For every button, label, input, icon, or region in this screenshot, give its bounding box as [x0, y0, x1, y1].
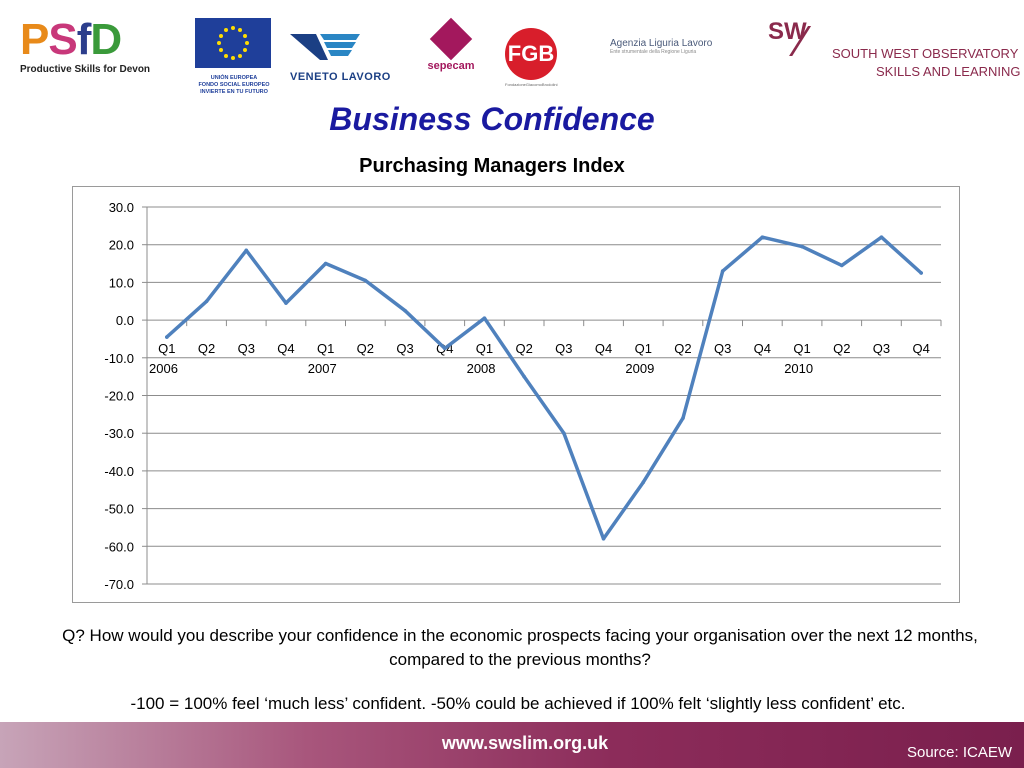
veneto-caption: VENETO LAVORO — [290, 71, 391, 83]
sepecam-diamond-icon — [429, 17, 473, 61]
eu-caption-line-1: UNIÓN EUROPEA — [210, 75, 258, 81]
y-tick-label: -10.0 — [104, 351, 134, 366]
y-tick-label: 0.0 — [116, 313, 134, 328]
data-point — [204, 299, 209, 304]
south-west-observatory-logo: SW ⁄ SOUTH WEST OBSERVATORY SKILLS AND L… — [768, 17, 1021, 84]
data-point — [601, 536, 606, 541]
liguria-lavoro-logo: Agenzia Liguria Lavoro Ente strumentale … — [610, 38, 760, 55]
psfd-letter-d: D — [90, 15, 122, 64]
chart-title: Purchasing Managers Index — [359, 155, 625, 177]
source-label: Source: ICAEW — [906, 744, 1012, 761]
x-tick-label: Q4 — [595, 341, 612, 356]
logo-bar: PSfD Productive Skills for Devon UNIÓN E… — [0, 0, 1024, 100]
x-tick-label: Q4 — [277, 341, 294, 356]
data-point — [879, 235, 884, 239]
x-tick-label: Q3 — [873, 341, 890, 356]
veneto-wave-icon — [290, 34, 360, 60]
psfd-letter-f: f — [76, 15, 92, 64]
swo-mark: SW — [768, 18, 807, 45]
x-year-label: 2009 — [625, 361, 654, 376]
data-point — [919, 271, 923, 275]
footer-bar: www.swslim.org.uk Source: ICAEW — [0, 722, 1024, 768]
fgb-caption: FondazioneGiacomoBrodolini — [505, 82, 558, 87]
x-tick-label: Q2 — [833, 341, 850, 356]
data-point — [403, 308, 407, 313]
x-tick-label: Q1 — [635, 341, 652, 356]
psfd-letter-s: S — [48, 15, 77, 64]
data-point — [244, 248, 249, 253]
x-year-label: 2006 — [149, 361, 178, 376]
x-tick-label: Q4 — [912, 341, 929, 356]
chart-frame: 30.0 20.0 10.0 0.0 -10.0 -20.0 -30.0 -40.0 -50.0… — [72, 186, 960, 603]
swo-line-2: SKILLS AND LEARNING — [876, 64, 1021, 79]
psfd-logo: PSfD Productive Skills for Devon — [20, 15, 180, 76]
slide-title: Business Confidence — [329, 101, 655, 137]
y-tick-label: -30.0 — [104, 426, 134, 441]
line-chart: 30.0 20.0 10.0 0.0 -10.0 -20.0 -30.0 -40.0 -50.0… — [104, 200, 942, 592]
data-point — [482, 316, 487, 321]
y-tick-label: -70.0 — [104, 577, 134, 592]
data-point — [800, 244, 804, 249]
data-point — [165, 335, 169, 339]
x-tick-label: Q3 — [396, 341, 413, 356]
x-year-label: 2010 — [784, 361, 813, 376]
eu-caption-line-2: FONDO SOCIAL EUROPEO — [198, 82, 270, 88]
x-tick-label: Q1 — [793, 341, 810, 356]
x-tick-label: Q4 — [754, 341, 771, 356]
y-tick-label: -60.0 — [104, 539, 134, 554]
y-tick-label: -40.0 — [104, 464, 134, 479]
sepecam-caption: sepecam — [427, 60, 475, 72]
x-tick-label: Q1 — [317, 341, 334, 356]
swo-slash-icon: ⁄ — [798, 17, 806, 66]
x-tick-label: Q1 — [476, 341, 493, 356]
liguria-caption: Agenzia Liguria Lavoro — [610, 38, 713, 49]
data-point — [562, 431, 566, 435]
fgb-logo: FGB FondazioneGiacomoBrodolini — [505, 28, 605, 87]
scale-note: -100 = 100% feel ‘much less’ confident. … — [130, 694, 906, 713]
data-point — [442, 346, 447, 351]
data-point — [323, 261, 328, 266]
y-tick-label: 30.0 — [109, 200, 134, 215]
data-point — [363, 278, 368, 283]
data-point — [760, 235, 765, 239]
eu-logo: UNIÓN EUROPEA FONDO SOCIAL EUROPEO INVIE… — [195, 18, 273, 96]
x-tick-label: Q3 — [714, 341, 731, 356]
y-tick-label: -20.0 — [104, 389, 134, 404]
x-tick-label: Q3 — [555, 341, 572, 356]
y-tick-label: 20.0 — [109, 238, 134, 253]
data-point — [284, 301, 288, 305]
x-tick-label: Q2 — [198, 341, 215, 356]
x-tick-label: Q2 — [515, 341, 532, 356]
eu-caption-line-3: INVIERTE EN TU FUTURO — [200, 89, 268, 95]
data-point — [839, 263, 844, 268]
x-year-label: 2007 — [308, 361, 337, 376]
eu-flag-icon — [195, 18, 271, 68]
y-tick-label: 10.0 — [109, 275, 134, 290]
data-point — [522, 374, 526, 379]
psfd-letter-p: P — [20, 15, 49, 64]
survey-question: Q? How would you describe your confidenc… — [62, 626, 978, 669]
x-tick-label: Q1 — [158, 341, 175, 356]
veneto-lavoro-logo: VENETO LAVORO — [290, 30, 402, 83]
data-point — [681, 416, 685, 420]
psfd-tagline: Productive Skills for Devon — [20, 64, 151, 75]
series-line — [165, 235, 923, 541]
swo-line-1: SOUTH WEST OBSERVATORY — [832, 46, 1019, 61]
x-tick-label: Q2 — [674, 341, 691, 356]
data-point — [720, 269, 725, 273]
y-tick-label: -50.0 — [104, 502, 134, 517]
x-year-label: 2008 — [467, 361, 496, 376]
sepecam-logo: sepecam — [425, 17, 477, 72]
x-tick-label: Q3 — [238, 341, 255, 356]
data-point — [641, 480, 646, 485]
x-tick-label: Q2 — [357, 341, 374, 356]
liguria-subcaption: Ente strumentale della Regione Liguria — [610, 49, 697, 55]
footer-url[interactable]: www.swslim.org.uk — [441, 733, 609, 753]
fgb-mark: FGB — [505, 28, 557, 80]
